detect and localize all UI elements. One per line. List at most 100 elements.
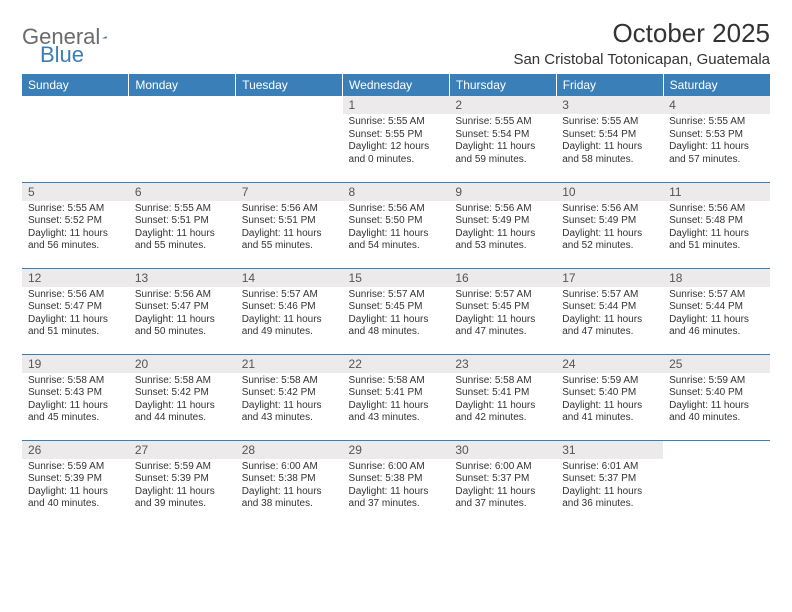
day-number: 15 [343, 269, 450, 287]
day-number: 24 [556, 355, 663, 373]
sunrise-text: Sunrise: 5:58 AM [349, 375, 444, 388]
day-details: Sunrise: 5:59 AMSunset: 5:40 PMDaylight:… [556, 373, 663, 429]
sunset-text: Sunset: 5:54 PM [562, 129, 657, 142]
day-details: Sunrise: 5:58 AMSunset: 5:42 PMDaylight:… [129, 373, 236, 429]
daylight-text: Daylight: 11 hours and 44 minutes. [135, 400, 230, 425]
day-number: 11 [663, 183, 770, 201]
daylight-text: Daylight: 11 hours and 43 minutes. [242, 400, 337, 425]
weekday-header-row: Sunday Monday Tuesday Wednesday Thursday… [22, 74, 770, 96]
day-number: 14 [236, 269, 343, 287]
page-header: General Blue October 2025 San Cristobal … [22, 18, 770, 68]
day-number [129, 96, 236, 113]
calendar-day-cell: 16 Sunrise: 5:57 AMSunset: 5:45 PMDayligh… [449, 268, 556, 354]
sunset-text: Sunset: 5:41 PM [349, 387, 444, 400]
day-details: Sunrise: 5:57 AMSunset: 5:44 PMDaylight:… [556, 287, 663, 343]
calendar-day-cell: 4Sunrise: 5:55 AMSunset: 5:53 PMDaylight… [663, 96, 770, 182]
daylight-text: Daylight: 11 hours and 47 minutes. [455, 314, 550, 339]
day-details: Sunrise: 6:00 AMSunset: 5:38 PMDaylight:… [236, 459, 343, 515]
calendar-day-cell: 1Sunrise: 5:55 AMSunset: 5:55 PMDaylight… [343, 96, 450, 182]
sunrise-text: Sunrise: 5:57 AM [349, 289, 444, 302]
sunrise-text: Sunrise: 5:55 AM [562, 116, 657, 129]
calendar-week-row: 26Sunrise: 5:59 AMSunset: 5:39 PMDayligh… [22, 440, 770, 526]
day-details: Sunrise: 5:55 AMSunset: 5:51 PMDaylight:… [129, 201, 236, 257]
sunrise-text: Sunrise: 5:56 AM [669, 203, 764, 216]
sunrise-text: Sunrise: 5:59 AM [562, 375, 657, 388]
sunset-text: Sunset: 5:49 PM [455, 215, 550, 228]
day-details: Sunrise: 5:56 AMSunset: 5:49 PMDaylight:… [556, 201, 663, 257]
calendar-day-cell: 25Sunrise: 5:59 AMSunset: 5:40 PMDayligh… [663, 354, 770, 440]
calendar-day-cell [663, 440, 770, 526]
day-number: 21 [236, 355, 343, 373]
daylight-text: Daylight: 11 hours and 37 minutes. [455, 486, 550, 511]
sunrise-text: Sunrise: 5:56 AM [562, 203, 657, 216]
daylight-text: Daylight: 11 hours and 50 minutes. [135, 314, 230, 339]
sunrise-text: Sunrise: 5:58 AM [28, 375, 123, 388]
sunset-text: Sunset: 5:45 PM [349, 301, 444, 314]
month-title: October 2025 [513, 18, 770, 49]
sunset-text: Sunset: 5:48 PM [669, 215, 764, 228]
day-number: 31 [556, 441, 663, 459]
day-number: 29 [343, 441, 450, 459]
weekday-header: Wednesday [343, 74, 450, 96]
day-number [22, 96, 129, 113]
calendar-day-cell: 6Sunrise: 5:55 AMSunset: 5:51 PMDaylight… [129, 182, 236, 268]
sunrise-text: Sunrise: 5:57 AM [455, 289, 550, 302]
day-details: Sunrise: 5:59 AMSunset: 5:39 PMDaylight:… [22, 459, 129, 515]
day-number: 6 [129, 183, 236, 201]
day-number: 8 [343, 183, 450, 201]
sunrise-text: Sunrise: 5:59 AM [28, 461, 123, 474]
calendar-day-cell: 8Sunrise: 5:56 AMSunset: 5:50 PMDaylight… [343, 182, 450, 268]
day-number: 4 [663, 96, 770, 114]
daylight-text: Daylight: 11 hours and 48 minutes. [349, 314, 444, 339]
day-number: 19 [22, 355, 129, 373]
sunset-text: Sunset: 5:37 PM [562, 473, 657, 486]
sunrise-text: Sunrise: 5:57 AM [562, 289, 657, 302]
sunset-text: Sunset: 5:41 PM [455, 387, 550, 400]
sunset-text: Sunset: 5:45 PM [455, 301, 550, 314]
calendar-day-cell [236, 96, 343, 182]
calendar-day-cell: 20Sunrise: 5:58 AMSunset: 5:42 PMDayligh… [129, 354, 236, 440]
calendar-week-row: 1Sunrise: 5:55 AMSunset: 5:55 PMDaylight… [22, 96, 770, 182]
day-number: 5 [22, 183, 129, 201]
calendar-day-cell: 18Sunrise: 5:57 AMSunset: 5:44 PMDayligh… [663, 268, 770, 354]
sunset-text: Sunset: 5:38 PM [349, 473, 444, 486]
calendar-day-cell: 12Sunrise: 5:56 AMSunset: 5:47 PMDayligh… [22, 268, 129, 354]
sunset-text: Sunset: 5:51 PM [242, 215, 337, 228]
daylight-text: Daylight: 11 hours and 51 minutes. [669, 228, 764, 253]
day-details: Sunrise: 5:56 AMSunset: 5:51 PMDaylight:… [236, 201, 343, 257]
daylight-text: Daylight: 11 hours and 37 minutes. [349, 486, 444, 511]
calendar-day-cell [129, 96, 236, 182]
sunset-text: Sunset: 5:52 PM [28, 215, 123, 228]
sunrise-text: Sunrise: 5:56 AM [28, 289, 123, 302]
sunrise-text: Sunrise: 6:01 AM [562, 461, 657, 474]
calendar-day-cell: 17Sunrise: 5:57 AMSunset: 5:44 PMDayligh… [556, 268, 663, 354]
day-details: Sunrise: 5:58 AMSunset: 5:41 PMDaylight:… [343, 373, 450, 429]
day-details: Sunrise: 6:01 AMSunset: 5:37 PMDaylight:… [556, 459, 663, 515]
daylight-text: Daylight: 11 hours and 57 minutes. [669, 141, 764, 166]
daylight-text: Daylight: 11 hours and 36 minutes. [562, 486, 657, 511]
day-details: Sunrise: 5:56 AMSunset: 5:47 PMDaylight:… [22, 287, 129, 343]
sunrise-text: Sunrise: 5:55 AM [349, 116, 444, 129]
sunset-text: Sunset: 5:46 PM [242, 301, 337, 314]
calendar-day-cell: 10Sunrise: 5:56 AMSunset: 5:49 PMDayligh… [556, 182, 663, 268]
calendar-week-row: 19Sunrise: 5:58 AMSunset: 5:43 PMDayligh… [22, 354, 770, 440]
weekday-header: Tuesday [236, 74, 343, 96]
daylight-text: Daylight: 11 hours and 55 minutes. [135, 228, 230, 253]
calendar-day-cell: 29Sunrise: 6:00 AMSunset: 5:38 PMDayligh… [343, 440, 450, 526]
daylight-text: Daylight: 12 hours and 0 minutes. [349, 141, 444, 166]
sunset-text: Sunset: 5:42 PM [242, 387, 337, 400]
daylight-text: Daylight: 11 hours and 56 minutes. [28, 228, 123, 253]
day-number: 16 [449, 269, 556, 287]
calendar-day-cell: 21 Sunrise: 5:58 AMSunset: 5:42 PMDayligh… [236, 354, 343, 440]
sunrise-text: Sunrise: 5:57 AM [242, 289, 337, 302]
sunrise-text: Sunrise: 5:58 AM [242, 375, 337, 388]
sunrise-text: Sunrise: 6:00 AM [242, 461, 337, 474]
sunrise-text: Sunrise: 5:55 AM [28, 203, 123, 216]
day-number: 22 [343, 355, 450, 373]
calendar-day-cell: 27Sunrise: 5:59 AMSunset: 5:39 PMDayligh… [129, 440, 236, 526]
sunrise-text: Sunrise: 5:56 AM [455, 203, 550, 216]
calendar-week-row: 5Sunrise: 5:55 AMSunset: 5:52 PMDaylight… [22, 182, 770, 268]
day-details: Sunrise: 5:58 AMSunset: 5:41 PMDaylight:… [449, 373, 556, 429]
sunset-text: Sunset: 5:37 PM [455, 473, 550, 486]
sunrise-text: Sunrise: 5:55 AM [669, 116, 764, 129]
